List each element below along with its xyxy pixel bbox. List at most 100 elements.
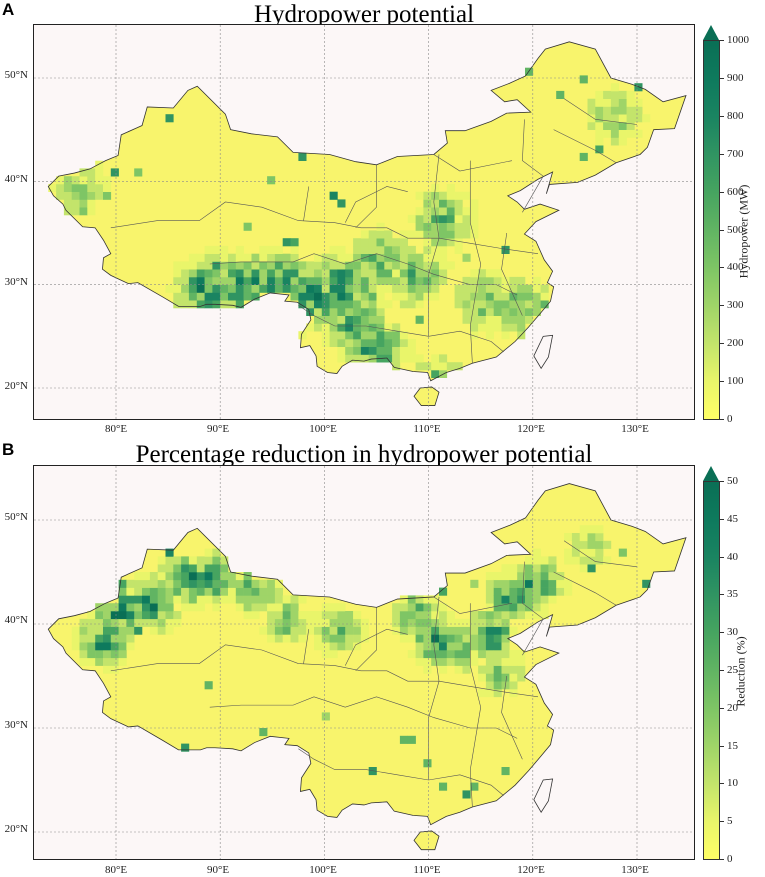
grid-cell <box>439 199 448 208</box>
grid-cell <box>329 276 338 285</box>
grid-cell <box>517 587 526 596</box>
grid-cell <box>532 579 541 588</box>
grid-cell <box>564 587 573 596</box>
grid-cell <box>165 626 174 635</box>
grid-cell <box>337 269 346 278</box>
grid-cell <box>157 603 166 612</box>
grid-cell <box>251 261 260 270</box>
grid-cell <box>634 98 643 107</box>
grid-cell <box>439 642 448 651</box>
grid-cell <box>259 245 268 254</box>
grid-cell <box>439 207 448 216</box>
grid-cell <box>274 261 283 270</box>
grid-cell <box>423 657 432 666</box>
grid-cell <box>423 269 432 278</box>
province-boundary <box>344 186 408 223</box>
grid-cell <box>329 650 338 659</box>
grid-cell <box>446 222 455 231</box>
grid-cell <box>517 579 526 588</box>
grid-cell <box>353 292 362 301</box>
grid-cell <box>470 284 479 293</box>
grid-cell <box>103 650 112 659</box>
grid-cell <box>399 603 408 612</box>
grid-cell <box>626 129 635 138</box>
grid-cell <box>454 665 463 674</box>
grid-cell <box>173 611 182 620</box>
grid-cell <box>337 307 346 316</box>
province-boundary <box>110 644 539 698</box>
grid-cell <box>525 556 534 565</box>
map-area[interactable] <box>33 24 695 420</box>
grid-cell <box>188 284 197 293</box>
province-boundary <box>298 305 504 353</box>
grid-cell <box>462 307 471 316</box>
grid-cell <box>368 238 377 247</box>
grid-cell <box>517 276 526 285</box>
province-boundary <box>501 675 523 760</box>
grid-cell <box>501 300 510 309</box>
grid-cell <box>376 276 385 285</box>
grid-cell <box>173 556 182 565</box>
grid-cell <box>368 338 377 347</box>
lat-label: 50°N <box>4 511 28 523</box>
grid-cell <box>501 564 510 573</box>
grid-cell <box>478 292 487 301</box>
map-area[interactable] <box>33 465 695 860</box>
grid-cell <box>470 650 479 659</box>
grid-cell <box>79 168 88 177</box>
grid-cell <box>103 176 112 185</box>
grid-cell <box>274 618 283 627</box>
grid-cell <box>532 276 541 285</box>
grid-cell <box>392 323 401 332</box>
colorbar-tick <box>720 305 724 307</box>
grid-cell <box>431 362 440 371</box>
grid-cell <box>267 587 276 596</box>
grid-cell <box>353 331 362 340</box>
grid-cell <box>181 743 190 752</box>
grid-cell <box>142 572 151 581</box>
grid-cell <box>548 572 557 581</box>
grid-cell <box>165 587 174 596</box>
grid-cell <box>587 106 596 115</box>
grid-cell <box>228 572 237 581</box>
grid-cell <box>251 269 260 278</box>
grid-cell <box>353 354 362 363</box>
lat-label: 30°N <box>4 719 28 731</box>
grid-cell <box>353 245 362 254</box>
grid-cell <box>345 618 354 627</box>
grid-cell <box>337 346 346 355</box>
grid-cell <box>470 611 479 620</box>
grid-cell <box>399 284 408 293</box>
grid-cell <box>423 245 432 254</box>
grid-cell <box>267 245 276 254</box>
grid-cell <box>353 642 362 651</box>
grid-cell <box>579 564 588 573</box>
grid-cell <box>423 362 432 371</box>
grid-cell <box>353 284 362 293</box>
grid-cell <box>415 642 424 651</box>
graticule <box>34 466 694 859</box>
grid-cell <box>306 611 315 620</box>
grid-cell <box>509 323 518 332</box>
grid-cell <box>173 300 182 309</box>
grid-cell <box>493 603 502 612</box>
grid-cell <box>423 199 432 208</box>
grid-cell <box>368 331 377 340</box>
grid-cell <box>618 114 627 123</box>
grid-cell <box>103 183 112 192</box>
grid-cell <box>345 626 354 635</box>
grid-cell <box>181 579 190 588</box>
grid-cell <box>407 735 416 744</box>
grid-cell <box>579 75 588 84</box>
grid-cell <box>235 292 244 301</box>
grid-cell <box>353 238 362 247</box>
grid-cell <box>290 245 299 254</box>
grid-cell <box>290 626 299 635</box>
grid-cell <box>392 245 401 254</box>
grid-cell <box>384 269 393 278</box>
grid-cell <box>220 284 229 293</box>
grid-cell <box>204 681 213 690</box>
grid-cell <box>478 618 487 627</box>
grid-cell <box>423 261 432 270</box>
